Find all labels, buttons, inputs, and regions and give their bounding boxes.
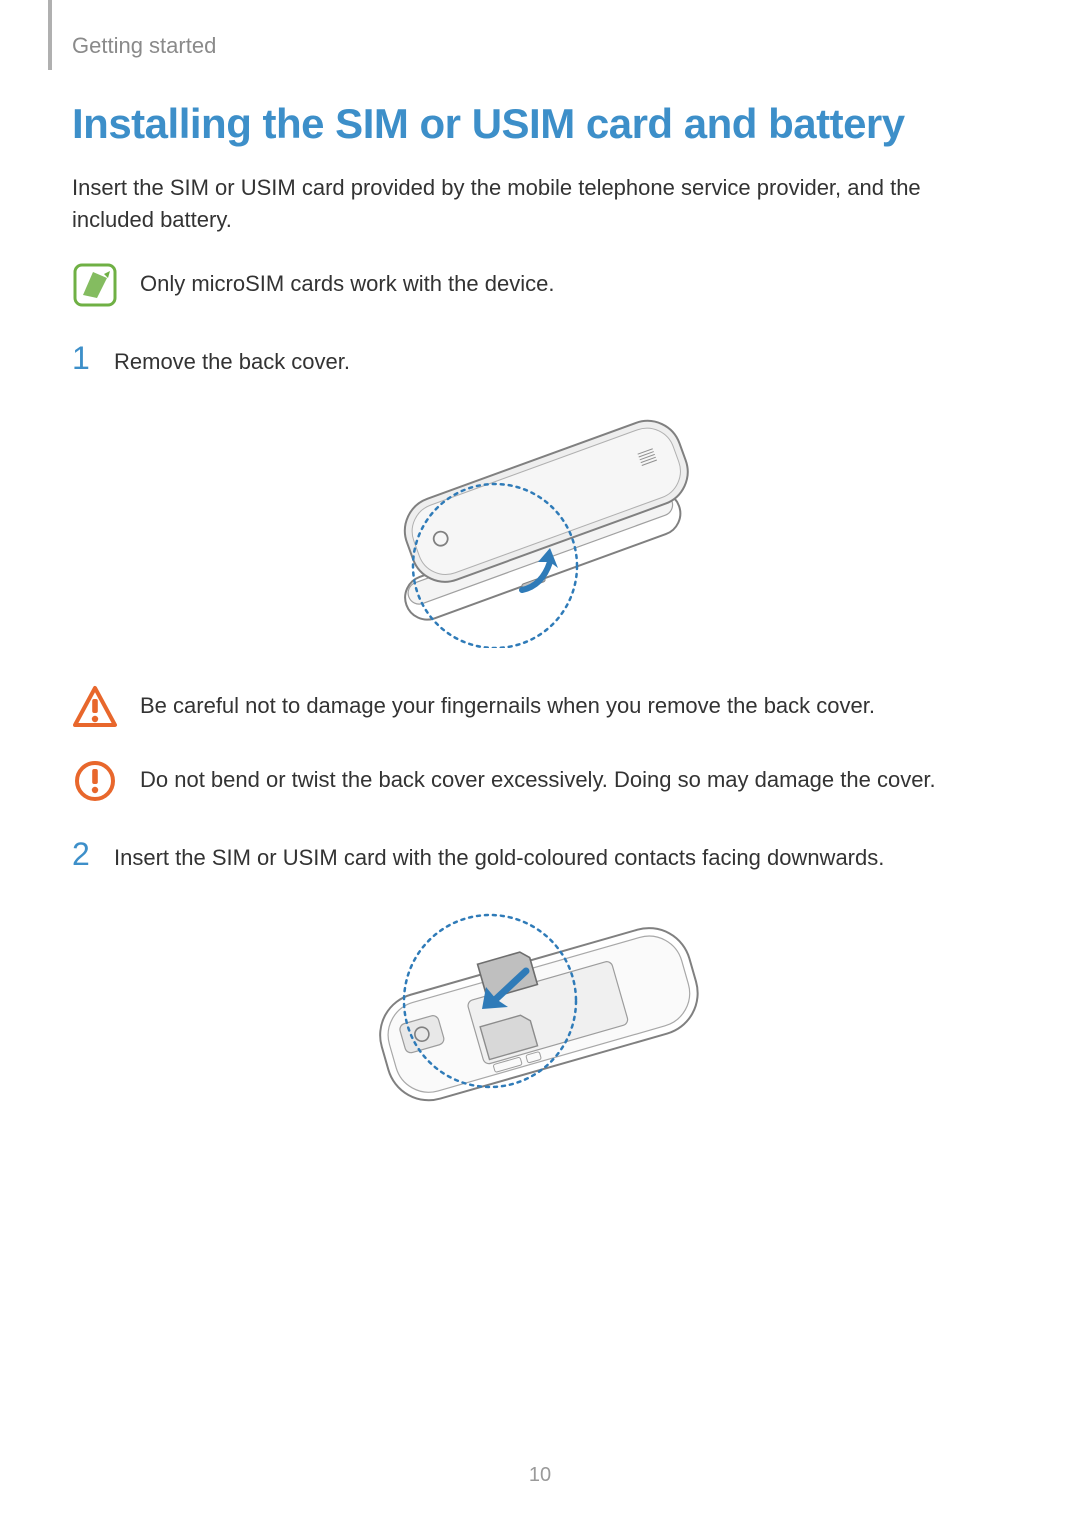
page-tab-marker [48,0,52,70]
note-icon [72,262,118,308]
breadcrumb: Getting started [72,33,216,59]
step-number: 2 [72,838,96,870]
step-2: 2 Insert the SIM or USIM card with the g… [72,838,1008,874]
step-text: Remove the back cover. [114,347,350,378]
page-title: Installing the SIM or USIM card and batt… [72,100,1008,148]
step-1: 1 Remove the back cover. [72,342,1008,378]
callout-note-text: Only microSIM cards work with the device… [140,269,554,300]
page-number: 10 [0,1464,1080,1487]
caution-circle-icon [72,758,118,804]
figure-insert-sim [72,893,1008,1123]
intro-paragraph: Insert the SIM or USIM card provided by … [72,172,1008,236]
step-text: Insert the SIM or USIM card with the gol… [114,843,884,874]
callout-caution-text: Do not bend or twist the back cover exce… [140,765,936,796]
callout-note: Only microSIM cards work with the device… [72,262,1008,308]
callout-caution: Do not bend or twist the back cover exce… [72,758,1008,804]
step-number: 1 [72,342,96,374]
warning-triangle-icon [72,684,118,730]
callout-warning-text: Be careful not to damage your fingernail… [140,691,875,722]
callout-warning: Be careful not to damage your fingernail… [72,684,1008,730]
page-content: Installing the SIM or USIM card and batt… [72,100,1008,1159]
figure-remove-cover [72,398,1008,648]
